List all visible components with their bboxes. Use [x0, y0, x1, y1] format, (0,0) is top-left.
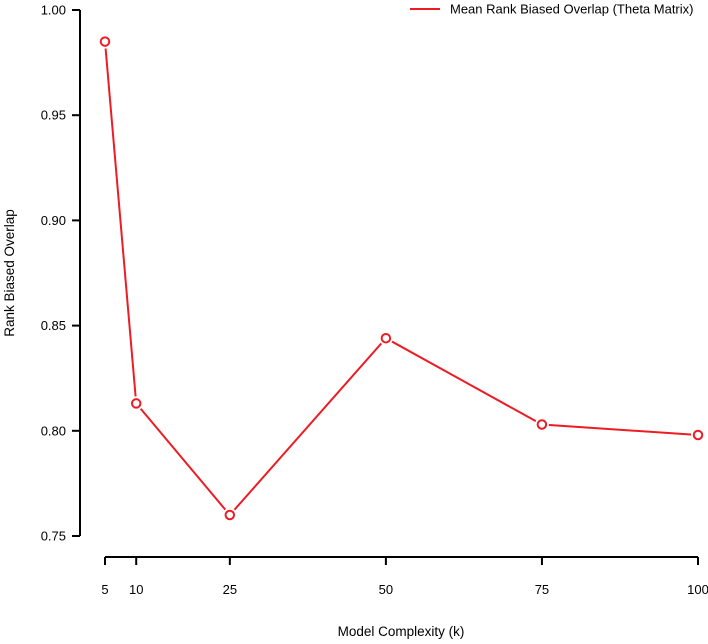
- data-series: [98, 34, 705, 522]
- x-axis-title: Model Complexity (k): [338, 624, 465, 639]
- x-tick-label: 10: [129, 582, 143, 597]
- y-tick-label: 0.90: [41, 213, 66, 228]
- data-point-marker: [692, 429, 704, 441]
- x-tick-label: 100: [687, 582, 708, 597]
- x-tick-label: 25: [223, 582, 237, 597]
- data-point-marker: [536, 419, 548, 430]
- data-point-marker: [224, 509, 236, 521]
- y-tick-label: 0.85: [41, 318, 66, 333]
- y-tick-label: 0.95: [41, 108, 66, 123]
- data-series-line: [104, 41, 699, 517]
- x-tick-label: 50: [379, 582, 393, 597]
- y-axis: 0.75 0.80 0.85 0.90 0.95 1.00: [41, 3, 81, 544]
- y-tick-label: 1.00: [41, 3, 66, 18]
- x-tick-label: 5: [101, 582, 108, 597]
- x-axis: 5 10 25 50 75 100: [101, 556, 708, 597]
- y-tick-label: 0.80: [41, 423, 66, 438]
- data-point-marker: [380, 332, 392, 344]
- data-point-marker: [99, 36, 111, 47]
- legend: Mean Rank Biased Overlap (Theta Matrix): [410, 2, 693, 17]
- y-tick-label: 0.75: [41, 529, 66, 544]
- y-axis-title: Rank Biased Overlap: [2, 209, 17, 337]
- x-tick-label: 75: [535, 582, 549, 597]
- data-point-marker: [130, 398, 142, 409]
- legend-label: Mean Rank Biased Overlap (Theta Matrix): [450, 2, 693, 17]
